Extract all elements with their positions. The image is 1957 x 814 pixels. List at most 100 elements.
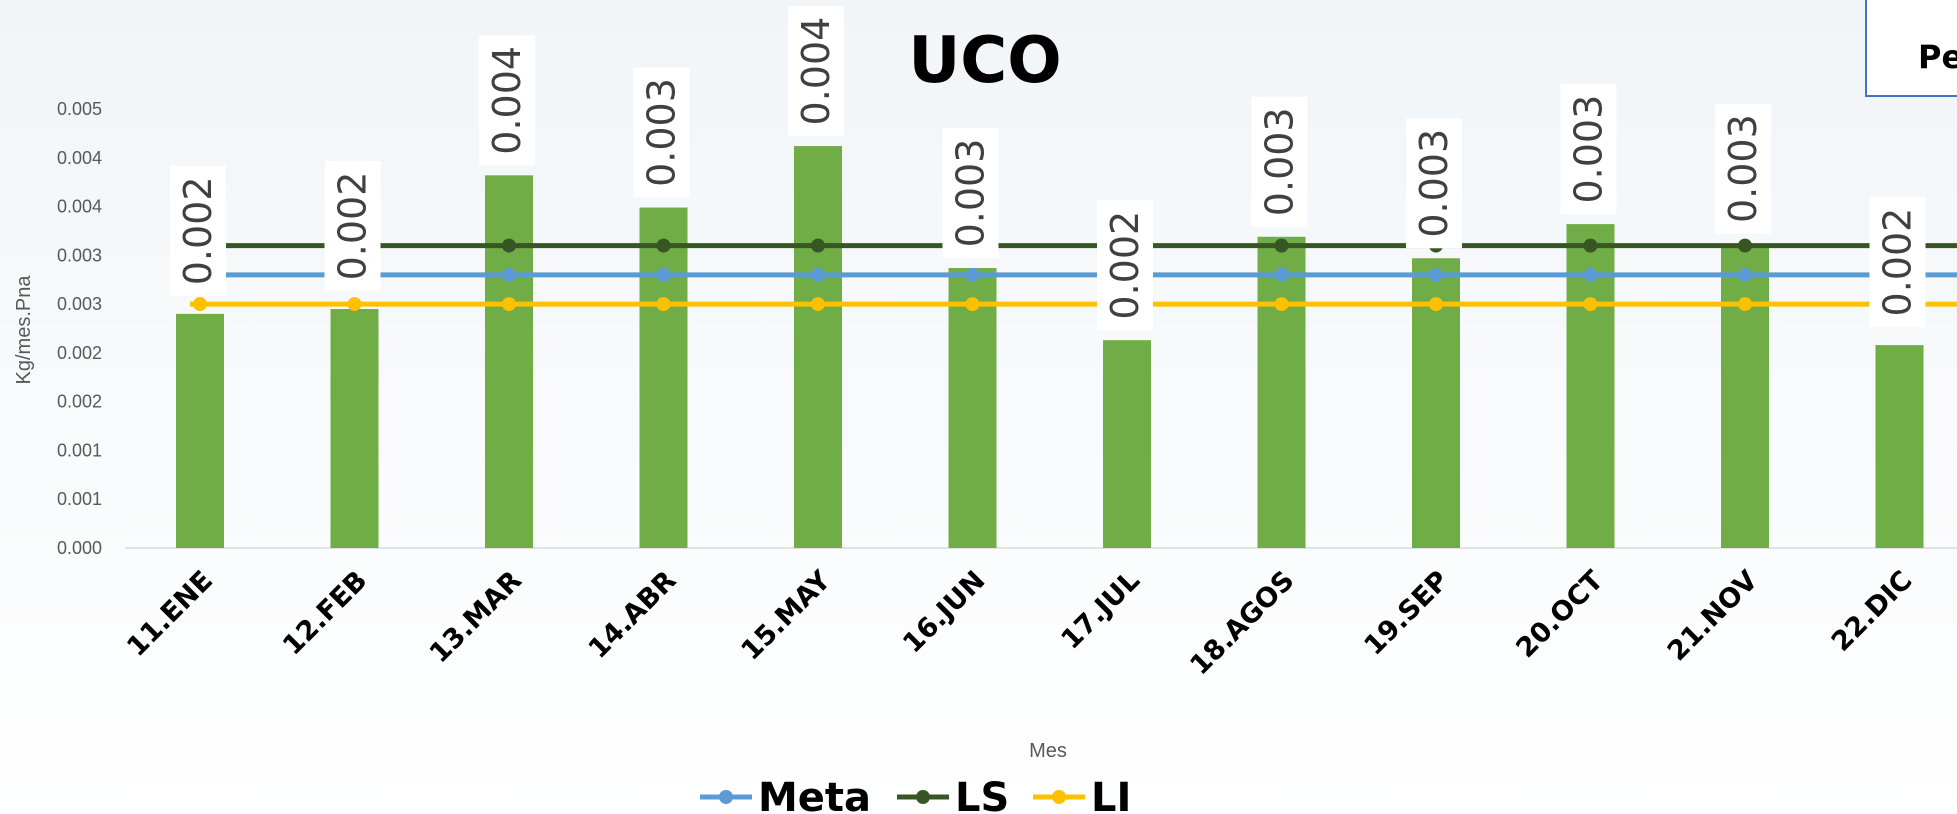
data-label-15.MAY: 0.004 [788, 6, 844, 137]
y-axis-ticks: 0.000 0.001 0.001 0.002 0.002 0.003 0.003 0.004… [57, 99, 102, 558]
series-point-LS [502, 238, 516, 253]
x-tick-label: 12.FEB [277, 565, 373, 661]
series-point-LI [1738, 297, 1752, 312]
data-label-text: 0.003 [949, 139, 993, 248]
bar-12.FEB [330, 308, 379, 548]
data-label-text: 0.004 [485, 46, 529, 155]
data-label-text: 0.002 [331, 172, 375, 281]
series-point-LS [656, 238, 671, 253]
x-tick-label: 15.MAY [735, 565, 837, 667]
chart-title: UCO [908, 24, 1061, 98]
series-point-Meta [1738, 267, 1752, 282]
data-label-20.OCT: 0.003 [1560, 84, 1617, 215]
bar-15.MAY [794, 146, 842, 548]
series-point-Meta [1429, 267, 1443, 282]
data-label-text: 0.003 [640, 78, 684, 187]
y-tick-label: 0.000 [57, 538, 102, 558]
data-label-text: 0.003 [1412, 129, 1456, 238]
y-tick-label: 0.003 [57, 245, 102, 265]
series-LS [190, 238, 1957, 253]
y-tick-label: 0.004 [57, 197, 102, 217]
data-label-text: 0.004 [794, 17, 838, 126]
series-point-Meta [1274, 267, 1289, 282]
series-point-LI [965, 297, 980, 312]
x-tick-label: 11.ENE [121, 565, 219, 663]
data-label-14.ABR: 0.003 [633, 67, 690, 198]
series-point-LI [502, 297, 516, 312]
legend-item-Meta: Meta [700, 775, 871, 814]
bar-13.MAR [485, 175, 533, 549]
bar-11.ENE [176, 313, 224, 548]
x-axis-title: Mes [1029, 740, 1067, 762]
series-point-Meta [965, 267, 980, 282]
legend-marker [916, 790, 930, 804]
series-Meta [190, 267, 1957, 282]
legend-marker [1052, 790, 1066, 804]
series-point-LI [1274, 297, 1289, 312]
x-tick-label: 16.JUN [897, 565, 991, 659]
data-label-16.JUN: 0.003 [942, 128, 999, 259]
legend-item-LS: LS [897, 775, 1009, 814]
bar-16.JUN [948, 268, 997, 548]
y-tick-label: 0.004 [57, 148, 102, 168]
bars [176, 146, 1924, 549]
series-point-LI [811, 297, 825, 312]
series-point-Meta [1583, 267, 1598, 282]
series-point-LS [1583, 238, 1598, 253]
x-tick-label: 17.JUL [1055, 565, 1146, 656]
y-tick-label: 0.002 [57, 343, 102, 363]
target-lines [190, 238, 1957, 312]
bar-22.DIC [1875, 345, 1924, 548]
data-label-19.SEP: 0.003 [1406, 118, 1462, 249]
series-point-LI [656, 297, 671, 312]
data-label-11.ENE: 0.002 [170, 165, 226, 296]
series-point-Meta [811, 267, 825, 282]
x-tick-label: 18.AGOS [1184, 565, 1300, 681]
x-tick-label: 20.OCT [1510, 565, 1609, 664]
x-tick-label: 19.SEP [1358, 565, 1455, 662]
series-point-LS [811, 238, 825, 253]
legend: Meta LS LI [700, 775, 1131, 814]
data-label-text: 0.003 [1258, 107, 1302, 216]
series-point-LS [1738, 238, 1752, 253]
series-point-Meta [656, 267, 671, 282]
data-label-13.MAR: 0.004 [479, 35, 535, 166]
corner-box: Pe [1865, 0, 1957, 97]
data-label-text: 0.002 [1876, 208, 1920, 317]
y-tick-label: 0.001 [57, 440, 102, 460]
y-axis-title: Kg/mes.Pna [13, 275, 35, 385]
data-label-text: 0.002 [1103, 211, 1147, 320]
legend-marker [719, 790, 733, 804]
series-point-LS [1274, 238, 1289, 253]
series-point-LI [347, 297, 362, 312]
series-point-LI [1429, 297, 1443, 312]
y-tick-label: 0.005 [57, 99, 102, 119]
bar-14.ABR [639, 207, 688, 548]
data-label-text: 0.002 [176, 176, 220, 285]
data-label-12.FEB: 0.002 [324, 160, 381, 291]
x-tick-label: 14.ABR [583, 565, 683, 665]
series-point-LI [1583, 297, 1598, 312]
y-tick-label: 0.003 [57, 294, 102, 314]
data-label-text: 0.003 [1567, 95, 1611, 204]
bar-18.AGOS [1257, 236, 1306, 548]
y-tick-label: 0.002 [57, 392, 102, 412]
data-label-22.DIC: 0.002 [1869, 197, 1926, 328]
x-tick-label: 13.MAR [424, 565, 528, 669]
y-tick-label: 0.001 [57, 489, 102, 509]
bar-17.JUL [1103, 340, 1151, 548]
data-label-21.NOV: 0.003 [1715, 103, 1771, 234]
corner-label: Pe [1918, 38, 1957, 76]
data-label-18.AGOS: 0.003 [1251, 96, 1308, 227]
data-label-text: 0.003 [1721, 114, 1765, 223]
series-point-Meta [502, 267, 516, 282]
bar-21.NOV [1721, 243, 1769, 549]
series-LI [190, 297, 1957, 312]
legend-label: LS [955, 775, 1009, 814]
x-tick-label: 21.NOV [1662, 565, 1764, 667]
x-tick-label: 22.DIC [1826, 565, 1919, 658]
data-labels: 0.002 0.002 0.004 0.003 0.004 0.003 0.002 0.003… [170, 6, 1926, 331]
legend-label: LI [1091, 775, 1131, 814]
series-point-LI [193, 297, 207, 312]
